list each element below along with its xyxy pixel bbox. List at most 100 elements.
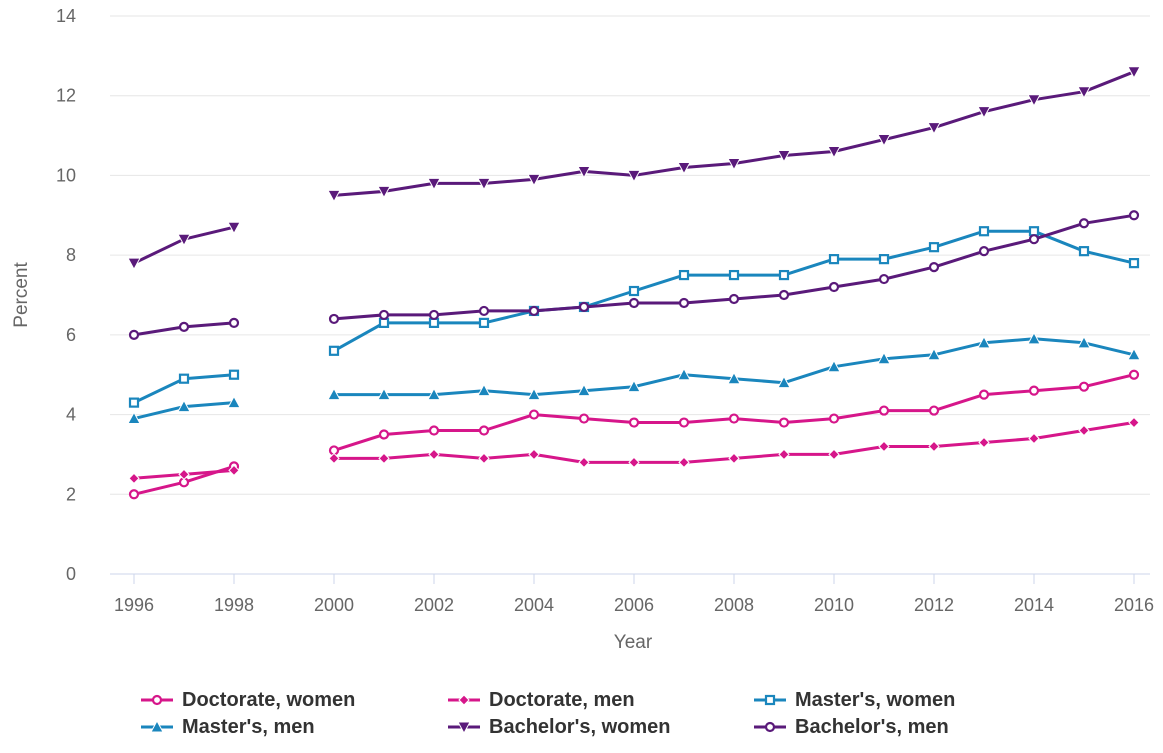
data-point-master-s-women [128, 397, 140, 408]
data-point-bachelor-s-women [727, 157, 741, 171]
series-bachelor-s-men [128, 210, 1140, 340]
data-point-bachelor-s-men [128, 329, 140, 340]
x-tick-label: 2014 [1014, 595, 1054, 615]
legend-swatch-icon [448, 721, 480, 735]
data-point-master-s-women [228, 369, 240, 380]
data-point-master-s-women [378, 317, 390, 328]
data-point-doctorate-women [978, 389, 990, 400]
data-point-doctorate-men [128, 472, 140, 485]
data-point-master-s-men [377, 387, 391, 401]
legend-swatch-icon [754, 721, 786, 733]
data-point-master-s-women [328, 345, 340, 356]
data-point-doctorate-men [828, 448, 840, 461]
data-point-bachelor-s-women [977, 106, 991, 119]
series-lines [127, 66, 1141, 500]
data-point-bachelor-s-women [177, 233, 191, 247]
data-point-master-s-men [1077, 335, 1091, 349]
data-point-bachelor-s-men [728, 293, 740, 305]
data-point-master-s-men [627, 379, 641, 393]
y-tick-label: 4 [66, 405, 76, 425]
data-point-bachelor-s-men [178, 321, 190, 332]
data-point-master-s-men [327, 387, 341, 401]
data-point-master-s-men [777, 375, 791, 389]
legend-marker-icon [457, 721, 471, 735]
y-tick-label: 10 [56, 165, 76, 185]
x-axis-title: Year [614, 632, 653, 653]
legend-item-bachelor-s-men[interactable]: Bachelor's, men [753, 714, 949, 740]
data-point-master-s-women [1078, 246, 1090, 257]
data-point-doctorate-women [728, 413, 740, 424]
data-point-master-s-men [977, 335, 991, 349]
legend-item-master-s-men[interactable]: Master's, men [140, 714, 315, 740]
data-point-bachelor-s-women [877, 134, 891, 147]
data-point-doctorate-women [128, 489, 140, 500]
data-point-master-s-women [178, 373, 190, 384]
data-point-master-s-women [878, 254, 890, 265]
series-line-master-s-men [334, 337, 1135, 397]
data-point-bachelor-s-women [677, 161, 691, 175]
data-point-doctorate-women [1078, 381, 1090, 392]
data-point-bachelor-s-women [577, 165, 591, 179]
data-point-bachelor-s-women [377, 185, 391, 199]
series-doctorate-women [128, 369, 1140, 500]
legend-item-master-s-women[interactable]: Master's, women [753, 687, 955, 713]
legend-item-bachelor-s-women[interactable]: Bachelor's, women [447, 714, 670, 740]
data-point-doctorate-men [478, 452, 490, 465]
data-point-doctorate-men [778, 448, 790, 461]
data-point-master-s-men [1127, 347, 1141, 361]
series-line-bachelor-s-women [333, 70, 1135, 197]
x-tick-label: 2002 [414, 595, 454, 615]
data-point-bachelor-s-men [328, 313, 340, 325]
x-tick-label: 2008 [714, 595, 754, 615]
data-point-bachelor-s-men [578, 301, 590, 313]
data-point-bachelor-s-men [878, 273, 890, 285]
data-point-bachelor-s-women [327, 189, 341, 203]
data-point-master-s-men [577, 383, 591, 397]
x-tick-label: 2004 [514, 595, 554, 615]
data-point-doctorate-women [778, 417, 790, 428]
data-point-master-s-men [427, 387, 441, 401]
data-point-doctorate-women [828, 413, 840, 424]
legend-swatch-icon [141, 719, 173, 733]
x-tick-label: 2006 [614, 595, 654, 615]
data-point-master-s-men [527, 387, 541, 401]
data-point-doctorate-men [678, 456, 690, 469]
y-tick-label: 14 [56, 6, 76, 26]
data-point-bachelor-s-men [978, 246, 990, 257]
data-point-master-s-men [227, 395, 241, 409]
data-point-bachelor-s-men [1078, 218, 1090, 229]
data-point-bachelor-s-men [628, 297, 640, 309]
data-point-doctorate-women [1028, 385, 1040, 396]
legend-swatch-icon [448, 694, 480, 706]
legend-label: Bachelor's, men [795, 715, 949, 738]
legend-label: Master's, women [795, 688, 956, 711]
data-point-master-s-women [928, 242, 940, 253]
data-point-master-s-men [177, 399, 191, 413]
series-line-master-s-women [333, 229, 1135, 353]
data-point-master-s-men [677, 367, 691, 381]
y-axis-title: Percent [11, 262, 32, 328]
legend-swatch-icon [754, 694, 786, 706]
legend-label: Master's, men [182, 715, 315, 738]
legend-marker-icon [458, 694, 470, 706]
data-point-master-s-women [1128, 258, 1140, 269]
x-tick-label: 2016 [1114, 595, 1154, 615]
data-point-master-s-women [478, 317, 490, 328]
data-point-master-s-women [828, 254, 840, 265]
data-point-master-s-women [678, 269, 690, 281]
legend-item-doctorate-women[interactable]: Doctorate, women [140, 687, 355, 713]
data-point-bachelor-s-women [927, 122, 941, 135]
data-point-master-s-men [877, 351, 891, 365]
data-point-doctorate-men [178, 468, 190, 481]
data-point-master-s-men [727, 371, 741, 385]
x-tick-label: 2000 [314, 595, 354, 615]
legend-marker-icon [764, 694, 776, 706]
data-point-master-s-men [477, 383, 491, 397]
data-point-bachelor-s-women [777, 150, 791, 163]
axes: 0 2 4 6 8 10 12 14 1996 1998 2000 2002 2004 2006 2008 2… [56, 6, 1154, 615]
data-point-doctorate-men [428, 448, 440, 461]
data-point-doctorate-men [1028, 432, 1040, 445]
legend-item-doctorate-men[interactable]: Doctorate, men [447, 687, 635, 713]
series-bachelor-s-women [127, 66, 1141, 271]
